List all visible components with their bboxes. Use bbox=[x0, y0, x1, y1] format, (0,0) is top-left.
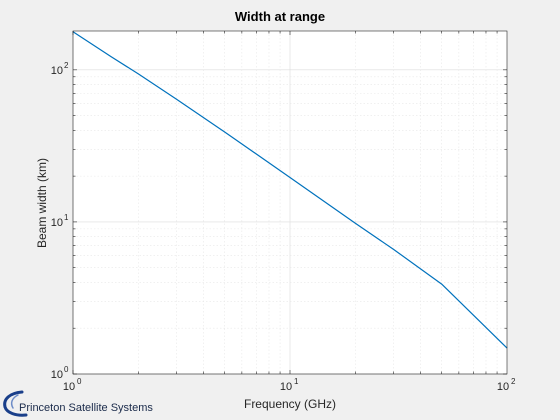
y-tick-label: 10 1 bbox=[51, 213, 69, 229]
y-tick-label-base: 10 bbox=[51, 65, 63, 77]
tick-marks bbox=[72, 31, 507, 375]
x-tick-label-base: 10 bbox=[63, 381, 75, 393]
x-tick-label-exponent: 0 bbox=[77, 377, 82, 386]
x-tick-label-base: 10 bbox=[280, 381, 292, 393]
x-tick-label: 10 0 bbox=[63, 377, 82, 393]
company-logo: Princeton Satellite Systems bbox=[3, 390, 153, 417]
y-tick-label-base: 10 bbox=[51, 369, 63, 381]
y-tick-label-exponent: 2 bbox=[64, 61, 69, 70]
y-axis-label: Beam width (km) bbox=[35, 158, 49, 248]
x-tick-label-exponent: 1 bbox=[294, 377, 299, 386]
x-tick-label-base: 10 bbox=[497, 381, 509, 393]
y-tick-label: 10 2 bbox=[51, 61, 69, 77]
x-tick-label: 10 2 bbox=[497, 377, 516, 393]
series-layer bbox=[72, 31, 508, 349]
swoosh-icon bbox=[3, 390, 28, 417]
y-tick-label-exponent: 1 bbox=[64, 213, 69, 222]
series-line-0 bbox=[72, 31, 508, 349]
y-tick-label-exponent: 0 bbox=[64, 365, 69, 374]
grid bbox=[72, 31, 507, 375]
swoosh-accent-icon bbox=[10, 394, 19, 409]
y-tick-label-base: 10 bbox=[51, 217, 63, 229]
y-tick-label: 10 0 bbox=[51, 365, 69, 381]
x-tick-label: 10 1 bbox=[280, 377, 299, 393]
x-axis-label: Frequency (GHz) bbox=[244, 397, 336, 411]
tick-labels: 10 0 10 1 10 210 010 110 2 bbox=[51, 61, 516, 393]
chart-title: Width at range bbox=[235, 9, 325, 24]
logo-text: Princeton Satellite Systems bbox=[19, 402, 153, 414]
x-tick-label-exponent: 2 bbox=[511, 377, 516, 386]
